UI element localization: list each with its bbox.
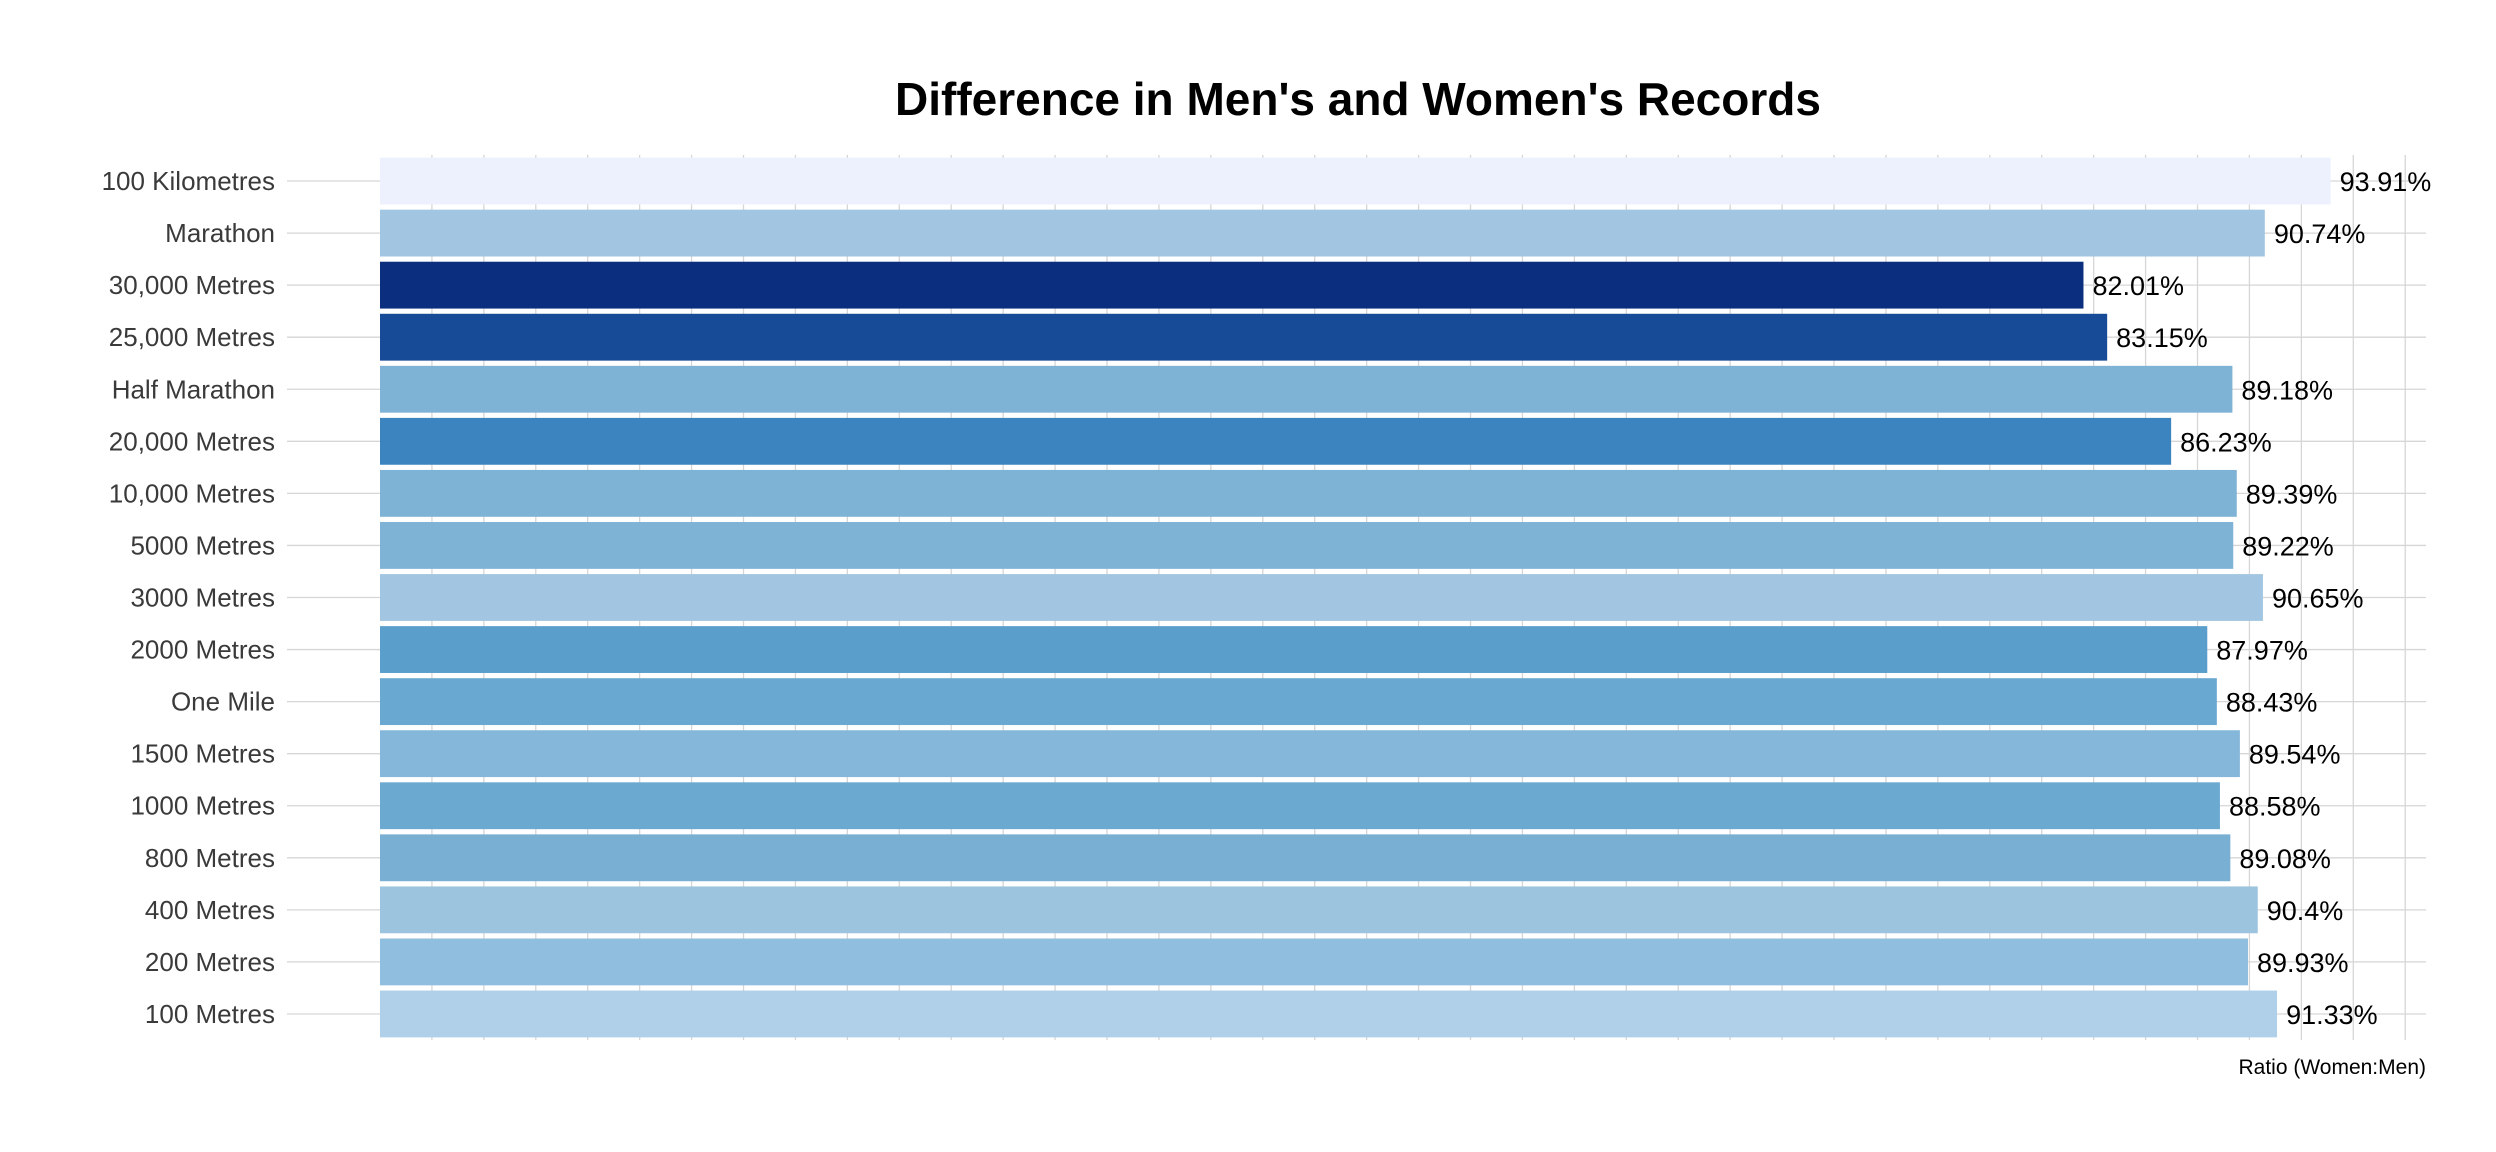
- x-axis-label: Ratio (Women:Men): [2238, 1056, 2426, 1079]
- bar-12: [380, 782, 2220, 830]
- category-label-4: Half Marathon: [112, 374, 275, 404]
- value-label-12: 88.58%: [2229, 792, 2321, 822]
- category-label-12: 1000 Metres: [130, 791, 275, 821]
- bar-13: [380, 834, 2231, 882]
- value-label-9: 87.97%: [2216, 636, 2308, 666]
- category-label-1: Marathon: [165, 218, 275, 248]
- category-label-8: 3000 Metres: [130, 583, 275, 613]
- value-label-11: 89.54%: [2249, 740, 2341, 770]
- bar-0: [380, 157, 2331, 205]
- category-label-7: 5000 Metres: [130, 530, 275, 560]
- bar-11: [380, 730, 2240, 778]
- bar-9: [380, 626, 2208, 673]
- category-label-5: 20,000 Metres: [109, 426, 275, 456]
- bar-8: [380, 574, 2263, 621]
- bar-7: [380, 522, 2234, 569]
- bar-14: [380, 886, 2258, 934]
- value-label-0: 93.91%: [2340, 167, 2432, 197]
- bars: [380, 157, 2331, 1038]
- category-label-0: 100 Kilometres: [102, 166, 275, 196]
- chart-title: Difference in Men's and Women's Records: [895, 73, 1821, 125]
- value-label-2: 82.01%: [2092, 271, 2184, 301]
- value-label-1: 90.74%: [2274, 219, 2366, 249]
- bar-16: [380, 990, 2278, 1038]
- category-label-13: 800 Metres: [145, 843, 275, 873]
- bar-6: [380, 469, 2237, 517]
- value-label-13: 89.08%: [2239, 844, 2331, 874]
- value-label-14: 90.4%: [2267, 896, 2344, 926]
- category-label-2: 30,000 Metres: [109, 270, 275, 300]
- value-label-8: 90.65%: [2272, 584, 2364, 614]
- category-label-9: 2000 Metres: [130, 635, 275, 665]
- category-labels: 100 Kilometres Marathon 30,000 Metres 25,00…: [102, 166, 275, 1029]
- value-label-16: 91.33%: [2286, 1000, 2378, 1030]
- value-label-7: 89.22%: [2242, 531, 2334, 561]
- category-label-16: 100 Metres: [145, 999, 275, 1029]
- bar-2: [380, 261, 2084, 309]
- value-label-15: 89.93%: [2257, 948, 2349, 978]
- value-label-3: 83.15%: [2116, 323, 2208, 353]
- bar-10: [380, 678, 2217, 726]
- category-label-11: 1500 Metres: [130, 739, 275, 769]
- category-label-10: One Mile: [171, 687, 275, 717]
- category-label-14: 400 Metres: [145, 895, 275, 925]
- bar-3: [380, 313, 2108, 361]
- category-label-15: 200 Metres: [145, 947, 275, 977]
- value-label-5: 86.23%: [2180, 427, 2272, 457]
- bar-1: [380, 209, 2265, 257]
- category-label-6: 10,000 Metres: [109, 478, 275, 508]
- value-label-10: 88.43%: [2226, 688, 2318, 718]
- value-label-6: 89.39%: [2246, 479, 2338, 509]
- value-label-4: 89.18%: [2241, 375, 2333, 405]
- bar-4: [380, 365, 2233, 413]
- bar-15: [380, 938, 2248, 986]
- bar-5: [380, 417, 2172, 465]
- value-labels: 93.91% 90.74% 82.01% 83.15% 89.18% 86.23% 89.3…: [2092, 167, 2431, 1030]
- category-label-3: 25,000 Metres: [109, 322, 275, 352]
